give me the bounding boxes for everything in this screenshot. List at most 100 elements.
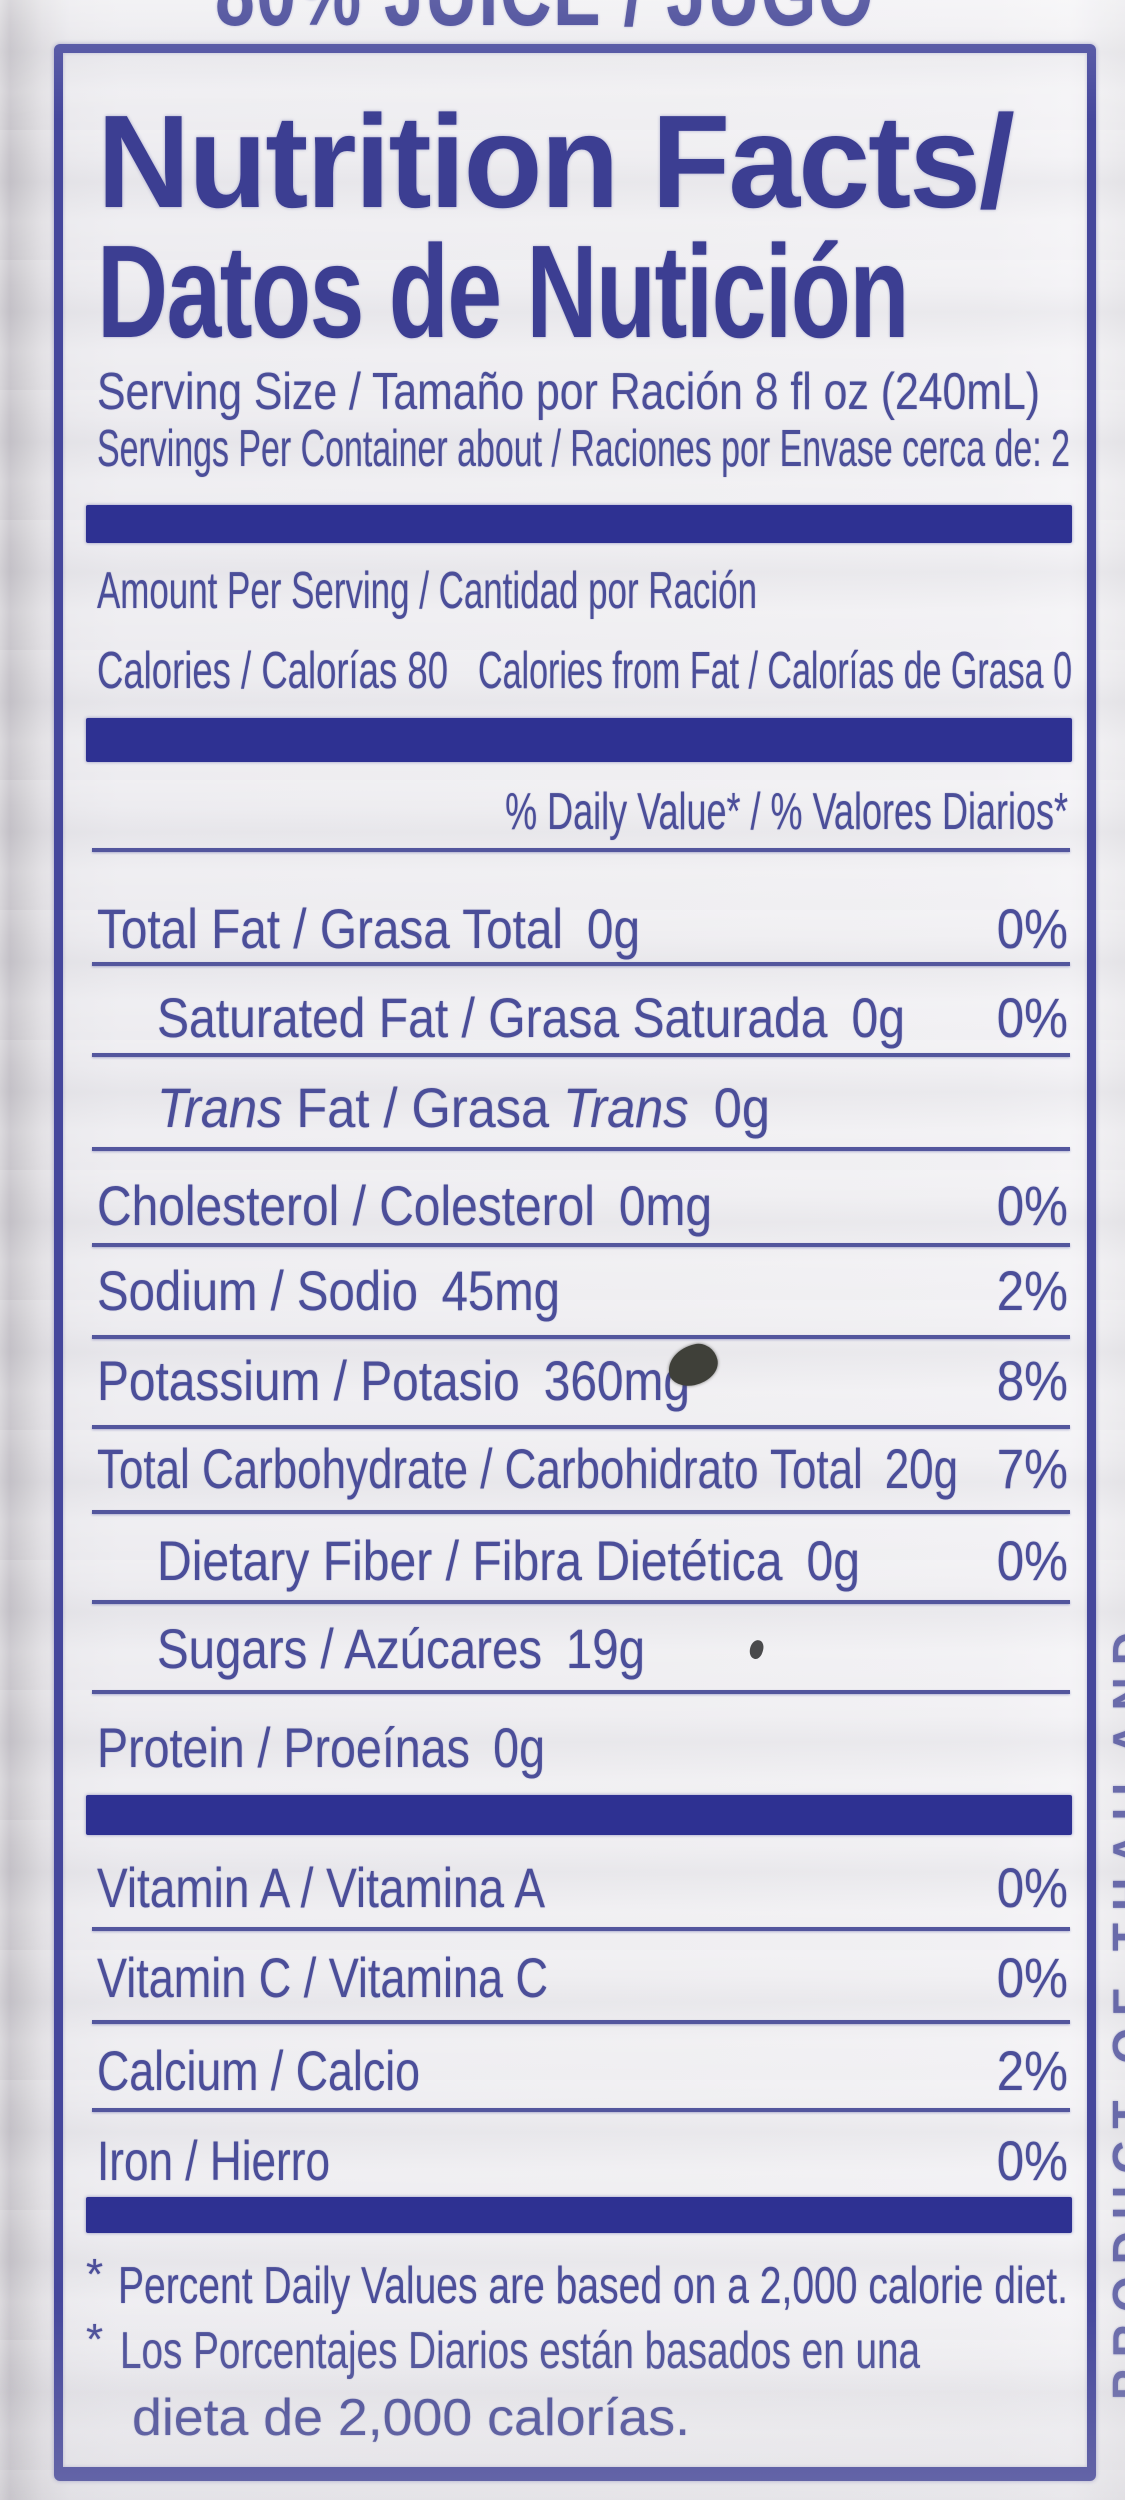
calories-from-fat-line: Calories from Fat / Calorías de Grasa 0 [478, 641, 1125, 701]
nutrient-row-total-carbohydrate: Total Carbohydrate / Carbohidrato Total 2… [97, 1436, 1068, 1500]
servings-per-container-text: Servings Per Container about / Raciones … [97, 420, 1070, 478]
separator-rule [92, 2020, 1070, 2024]
nutrient-label: Saturated Fat / Grasa Saturada [157, 986, 828, 1049]
vitamin-label: Vitamin A / Vitamina A [97, 1856, 545, 1919]
footnote-asterisk: * [86, 2250, 104, 2299]
footnote-english-text: Percent Daily Values are based on a 2,00… [118, 2257, 1068, 2315]
separator-rule [92, 848, 1070, 852]
daily-value: 0% [996, 986, 1068, 1049]
title-english: Nutrition Facts/ [97, 86, 1033, 237]
nutrient-label: Dietary Fiber / Fibra Dietética [157, 1529, 783, 1592]
separator-rule [92, 1600, 1070, 1604]
calories-from-fat-label: Calories from Fat / Calorías de Grasa [478, 642, 1044, 700]
nutrient-text: Saturated Fat / Grasa Saturada 0g [157, 985, 905, 1050]
nutrient-amount: 0g [713, 1076, 770, 1139]
nutrient-row-protein: Protein / Proeínas 0g [97, 1715, 1068, 1779]
separator-rule [92, 1053, 1070, 1057]
nutrient-label: Sodium / Sodio [97, 1259, 418, 1322]
footnote-asterisk: * [86, 2315, 104, 2364]
daily-value: 0% [996, 1529, 1068, 1592]
divider-bar [86, 505, 1072, 543]
title-spanish-text: Datos de Nutición [97, 218, 909, 365]
daily-value: 2% [996, 1259, 1068, 1322]
nutrient-text: Dietary Fiber / Fibra Dietética 0g [157, 1528, 860, 1593]
calories-from-fat-value: 0 [1053, 642, 1072, 700]
separator-rule [92, 962, 1070, 966]
footnote-spanish-line2: dieta de 2,000 calorías. [132, 2388, 690, 2448]
separator-rule [92, 1690, 1070, 1694]
vitamin-row-iron: Iron / Hierro 0% [97, 2128, 1068, 2192]
nutrient-row-saturated-fat: Saturated Fat / Grasa Saturada 0g 0% [157, 985, 1068, 1049]
footnote-spanish-line1: Los Porcentajes Diarios están basados en… [120, 2321, 1125, 2381]
nutrient-label: Total Fat / Grasa Total [97, 897, 564, 960]
nutrient-amount: 19g [565, 1617, 645, 1680]
calories-label: Calories / Calorías [97, 642, 398, 700]
nutrient-row-potassium: Potassium / Potasio 360mg 8% [97, 1348, 1068, 1412]
nutrient-text: Total Fat / Grasa Total 0g [97, 896, 640, 961]
footnote-spanish-text: dieta de 2,000 calorías. [132, 2389, 690, 2447]
daily-value: 7% [996, 1437, 1068, 1500]
nutrient-text: Cholesterol / Colesterol 0mg [97, 1173, 712, 1238]
nutrient-amount: 0g [493, 1716, 545, 1779]
daily-value-header-text: % Daily Value* / % Valores Diarios* [505, 783, 1068, 841]
nutrient-amount: 20g [884, 1437, 958, 1500]
bottle-edge-vertical-text: PRODUCT OF THAILAND [1103, 1620, 1125, 2400]
nutrient-text: Sugars / Azúcares 19g [157, 1616, 645, 1681]
separator-rule [92, 2108, 1070, 2112]
nutrient-label-italic: Trans [563, 1076, 689, 1139]
daily-value: 0% [996, 2129, 1068, 2192]
product-claim-text: 80% JUICE / JUGO [215, 0, 1101, 48]
daily-value-header: % Daily Value* / % Valores Diarios* [97, 782, 1068, 842]
calories-value: 80 [407, 642, 448, 700]
nutrient-label-italic: Trans [157, 1076, 283, 1139]
calories-from-fat-text: Calories from Fat / Calorías de Grasa 0 [478, 641, 1072, 701]
divider-bar [86, 1795, 1072, 1835]
nutrient-row-trans-fat: Trans Fat / Grasa Trans 0g [157, 1075, 1068, 1139]
nutrient-amount: 45mg [441, 1259, 560, 1322]
nutrient-amount: 360mg [543, 1349, 690, 1412]
footnote-spanish-text: Los Porcentajes Diarios están basados en… [120, 2322, 920, 2380]
vitamin-label: Vitamin C / Vitamina C [97, 1946, 548, 2009]
nutrient-amount: 0g [851, 986, 905, 1049]
title-spanish: Datos de Nutición [97, 216, 1125, 367]
nutrient-label: Cholesterol / Colesterol [97, 1174, 595, 1237]
nutrient-row-sodium: Sodium / Sodio 45mg 2% [97, 1258, 1068, 1322]
separator-rule [92, 1147, 1070, 1151]
amount-per-serving-text: Amount Per Serving / Cantidad por Ración [97, 562, 757, 620]
daily-value: 0% [996, 897, 1068, 960]
vitamin-row-vitamin-c: Vitamin C / Vitamina C 0% [97, 1945, 1068, 2009]
nutrient-amount: 0g [806, 1529, 860, 1592]
daily-value: 0% [996, 1856, 1068, 1919]
nutrient-row-sugars: Sugars / Azúcares 19g [157, 1616, 1068, 1680]
separator-rule [92, 1927, 1070, 1931]
nutrient-text: Trans Fat / Grasa Trans 0g [157, 1075, 770, 1140]
vitamin-label: Calcium / Calcio [97, 2039, 420, 2102]
separator-rule [92, 1243, 1070, 1247]
vitamin-label: Iron / Hierro [97, 2129, 330, 2192]
nutrient-label: Total Carbohydrate / Carbohidrato Total [97, 1437, 863, 1500]
separator-rule [92, 1335, 1070, 1339]
separator-rule [92, 1510, 1070, 1514]
nutrient-row-dietary-fiber: Dietary Fiber / Fibra Dietética 0g 0% [157, 1528, 1068, 1592]
divider-bar [86, 2197, 1072, 2233]
title-english-text: Nutrition Facts/ [97, 88, 1015, 235]
nutrient-text: Protein / Proeínas 0g [97, 1715, 545, 1780]
vitamin-row-calcium: Calcium / Calcio 2% [97, 2038, 1068, 2102]
serving-size-line: Serving Size / Tamaño por Ración 8 fl oz… [97, 362, 1125, 422]
servings-per-container-line: Servings Per Container about / Raciones … [97, 419, 1125, 479]
serving-size-text: Serving Size / Tamaño por Ración 8 fl oz… [97, 363, 1040, 421]
separator-rule [92, 1425, 1070, 1429]
nutrient-row-cholesterol: Cholesterol / Colesterol 0mg 0% [97, 1173, 1068, 1237]
nutrition-box-border [54, 44, 1096, 2481]
vitamin-row-vitamin-a: Vitamin A / Vitamina A 0% [97, 1855, 1068, 1919]
nutrient-label: Potassium / Potasio [97, 1349, 520, 1412]
nutrient-text: Potassium / Potasio 360mg [97, 1348, 690, 1413]
nutrient-label: Protein / Proeínas [97, 1716, 470, 1779]
daily-value: 0% [996, 1946, 1068, 2009]
daily-value: 2% [996, 2039, 1068, 2102]
nutrient-label: Fat / Grasa [282, 1076, 564, 1139]
nutrient-label: Sugars / Azúcares [157, 1617, 543, 1680]
nutrient-amount: 0mg [618, 1174, 712, 1237]
footnote-english: Percent Daily Values are based on a 2,00… [118, 2256, 1125, 2316]
